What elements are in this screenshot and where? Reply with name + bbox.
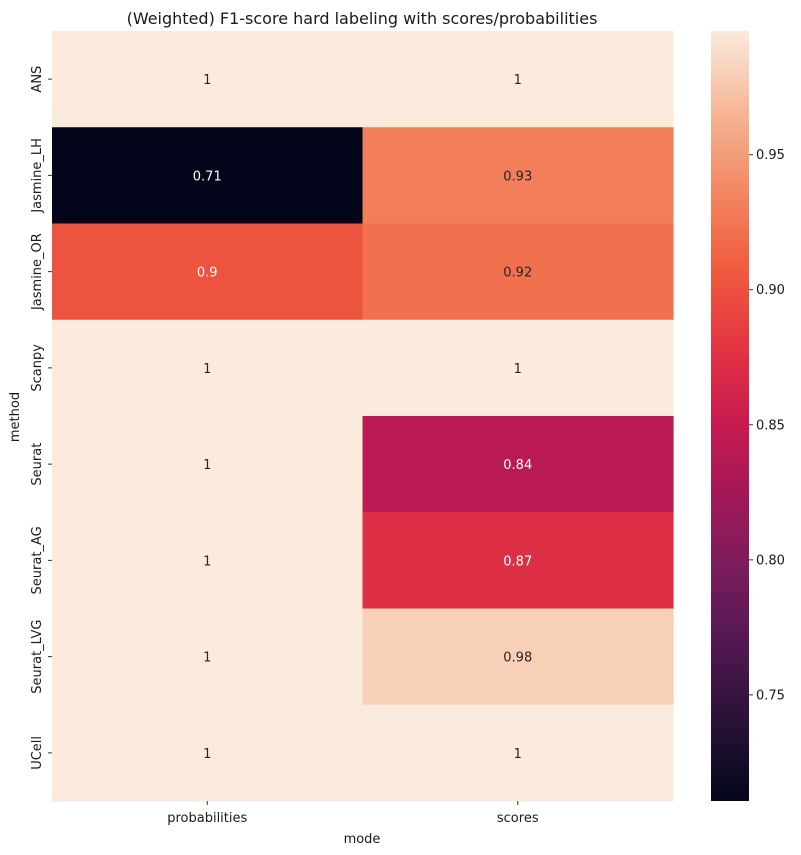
colorbar-tick-label: 0.95 <box>756 148 785 163</box>
colorbar-tick-label: 0.75 <box>756 688 785 703</box>
heatmap-cell-UCell-probabilities <box>52 704 364 802</box>
cell-annotation: 0.92 <box>503 266 532 281</box>
heatmap-cell-ANS-scores <box>362 31 674 128</box>
y-axis: ANS Jasmine_LH Jasmine_OR Scanpy Seurat Seura… <box>30 66 52 770</box>
colorbar-tick-label: 0.80 <box>756 553 785 568</box>
colorbar: 0.75 0.80 0.85 0.90 0.95 <box>711 31 785 801</box>
heatmap-cell-Jasmine_LH-scores <box>362 127 674 225</box>
heatmap-cell-Jasmine_OR-probabilities <box>52 223 364 321</box>
colorbar-tick-label: 0.85 <box>756 418 785 433</box>
x-tick-label: probabilities <box>167 811 247 826</box>
heatmap-cell-Scanpy-scores <box>362 319 674 417</box>
cell-annotation: 1 <box>203 73 211 88</box>
y-tick-label: UCell <box>30 736 45 770</box>
y-tick-label: Seurat_AG <box>30 526 45 594</box>
cell-annotation: 0.98 <box>503 651 532 666</box>
cell-annotation: 1 <box>514 362 522 377</box>
cell-annotation: 0.87 <box>503 554 532 569</box>
cell-annotation: 1 <box>203 554 211 569</box>
y-tick-label: ANS <box>30 66 45 93</box>
heatmap-cell-UCell-scores <box>362 704 674 802</box>
cell-annotation: 1 <box>203 747 211 762</box>
heatmap-cell-Jasmine_OR-scores <box>362 223 674 321</box>
y-tick-label: Scanpy <box>30 344 45 392</box>
cell-annotation: 0.71 <box>193 169 222 184</box>
cell-annotation: 1 <box>203 651 211 666</box>
y-tick-label: Seurat_LVG <box>30 620 45 694</box>
chart-title: (Weighted) F1-score hard labeling with s… <box>127 9 598 28</box>
cell-annotation: 1 <box>203 458 211 473</box>
x-axis-label: mode <box>344 832 381 847</box>
y-tick-label: Jasmine_LH <box>30 138 45 214</box>
heatmap-cell-Seurat_LVG-scores <box>362 608 674 706</box>
x-tick-label: scores <box>497 811 539 826</box>
heatmap-cell-Scanpy-probabilities <box>52 319 364 417</box>
y-tick-label: Seurat <box>30 443 45 486</box>
colorbar-gradient <box>711 31 749 801</box>
heatmap-cell-ANS-probabilities <box>52 31 364 128</box>
heatmap-cell-Seurat_LVG-probabilities <box>52 608 364 706</box>
cell-annotation: 1 <box>203 362 211 377</box>
y-axis-label: method <box>8 392 23 442</box>
y-tick-label: Jasmine_OR <box>30 233 45 311</box>
cell-annotation: 0.84 <box>503 458 532 473</box>
x-axis: probabilities scores <box>167 801 539 826</box>
cell-annotation: 0.9 <box>197 266 218 281</box>
cell-annotation: 1 <box>514 747 522 762</box>
heatmap-cell-Seurat-probabilities <box>52 416 364 513</box>
heatmap-cells <box>52 31 674 802</box>
heatmap-cell-Seurat-scores <box>362 416 674 513</box>
heatmap-cell-Seurat_AG-scores <box>362 512 674 610</box>
colorbar-tick-label: 0.90 <box>756 283 785 298</box>
heatmap-cell-Jasmine_LH-probabilities <box>52 127 364 225</box>
cell-annotation: 1 <box>514 73 522 88</box>
cell-annotation: 0.93 <box>503 169 532 184</box>
heatmap-cell-Seurat_AG-probabilities <box>52 512 364 610</box>
cell-annotations: 1 1 0.71 0.93 0.9 0.92 1 1 1 0.84 1 0.87 1 0.98 1 1 <box>193 73 532 762</box>
